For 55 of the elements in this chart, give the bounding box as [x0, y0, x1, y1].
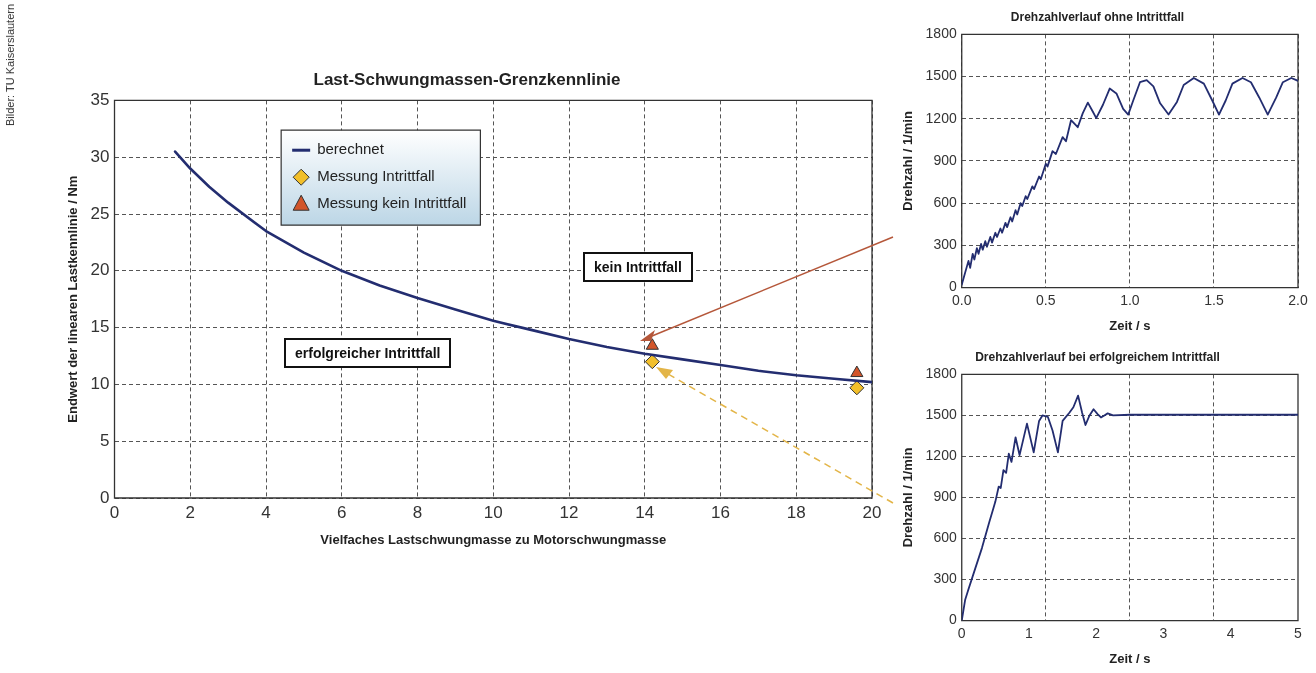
- x-tick-label: 10: [483, 502, 503, 522]
- x-tick-label: 1.5: [1204, 291, 1224, 308]
- y-tick-label: 600: [933, 194, 957, 211]
- y-tick-label: 35: [90, 90, 110, 110]
- legend-label: berechnet: [317, 140, 385, 158]
- y-tick-label: 15: [90, 317, 110, 337]
- x-tick-label: 20: [862, 502, 882, 522]
- y-tick-label: 20: [90, 260, 110, 280]
- x-axis-title: Vielfaches Lastschwungmasse zu Motorschwungmasse: [320, 531, 667, 547]
- x-axis-title: Zeit / s: [1109, 317, 1151, 333]
- y-tick-label: 900: [933, 151, 957, 168]
- y-tick-label: 25: [90, 203, 110, 223]
- y-tick-label: 1200: [925, 447, 957, 464]
- y-tick-label: 5: [100, 430, 110, 450]
- y-tick-label: 30: [90, 146, 110, 166]
- y-tick-label: 10: [90, 374, 110, 394]
- legend-label: Messung kein Intrittfall: [317, 194, 467, 212]
- y-tick-label: 0: [100, 487, 110, 507]
- x-tick-label: 2: [1092, 624, 1101, 641]
- y-tick-label: 300: [933, 236, 957, 253]
- legend-label: Messung Intrittfall: [317, 167, 435, 185]
- annotation: erfolgreicher Intrittfall: [284, 338, 452, 368]
- y-tick-label: 1800: [925, 365, 957, 382]
- x-tick-label: 3: [1159, 624, 1168, 641]
- y-axis-title: Drehzahl / 1/min: [900, 111, 916, 211]
- x-tick-label: 1: [1025, 624, 1034, 641]
- x-tick-label: 4: [1226, 624, 1235, 641]
- y-tick-label: 1800: [925, 25, 957, 42]
- text: Bilder: TU Kaiserslautern: [4, 4, 16, 127]
- x-tick-label: 0.5: [1036, 291, 1056, 308]
- y-tick-label: 900: [933, 488, 957, 505]
- y-tick-label: 1200: [925, 109, 957, 126]
- x-tick-label: 18: [786, 502, 806, 522]
- x-tick-label: 16: [711, 502, 730, 522]
- y-tick-label: 300: [933, 570, 957, 587]
- x-tick-label: 4: [261, 502, 271, 522]
- x-tick-label: 6: [337, 502, 347, 522]
- x-tick-label: 2.0: [1288, 291, 1308, 308]
- x-tick-label: 2: [185, 502, 195, 522]
- x-tick-label: 14: [635, 502, 655, 522]
- annotation: kein Intrittfall: [583, 252, 693, 282]
- y-tick-label: 600: [933, 529, 957, 546]
- y-axis-title: Drehzahl / 1/min: [900, 447, 916, 548]
- y-axis-title: Endwert der linearen Lastkennlinie / Nm: [65, 175, 81, 423]
- y-tick-label: 1500: [925, 67, 957, 84]
- chart-title: Drehzahlverlauf ohne Intrittfall: [1010, 9, 1185, 24]
- x-tick-label: 12: [559, 502, 579, 522]
- chart-title: Last-Schwungmassen-Grenzkennlinie: [313, 69, 621, 89]
- chart-title: Drehzahlverlauf bei erfolgreichem Intrittfall: [975, 349, 1220, 364]
- y-tick-label: 1500: [925, 406, 957, 423]
- y-tick-label: 0: [948, 611, 957, 628]
- x-tick-label: 1.0: [1120, 291, 1140, 308]
- x-axis-title: Zeit / s: [1109, 650, 1151, 666]
- x-tick-label: 5: [1294, 624, 1303, 641]
- x-tick-label: 8: [412, 502, 423, 522]
